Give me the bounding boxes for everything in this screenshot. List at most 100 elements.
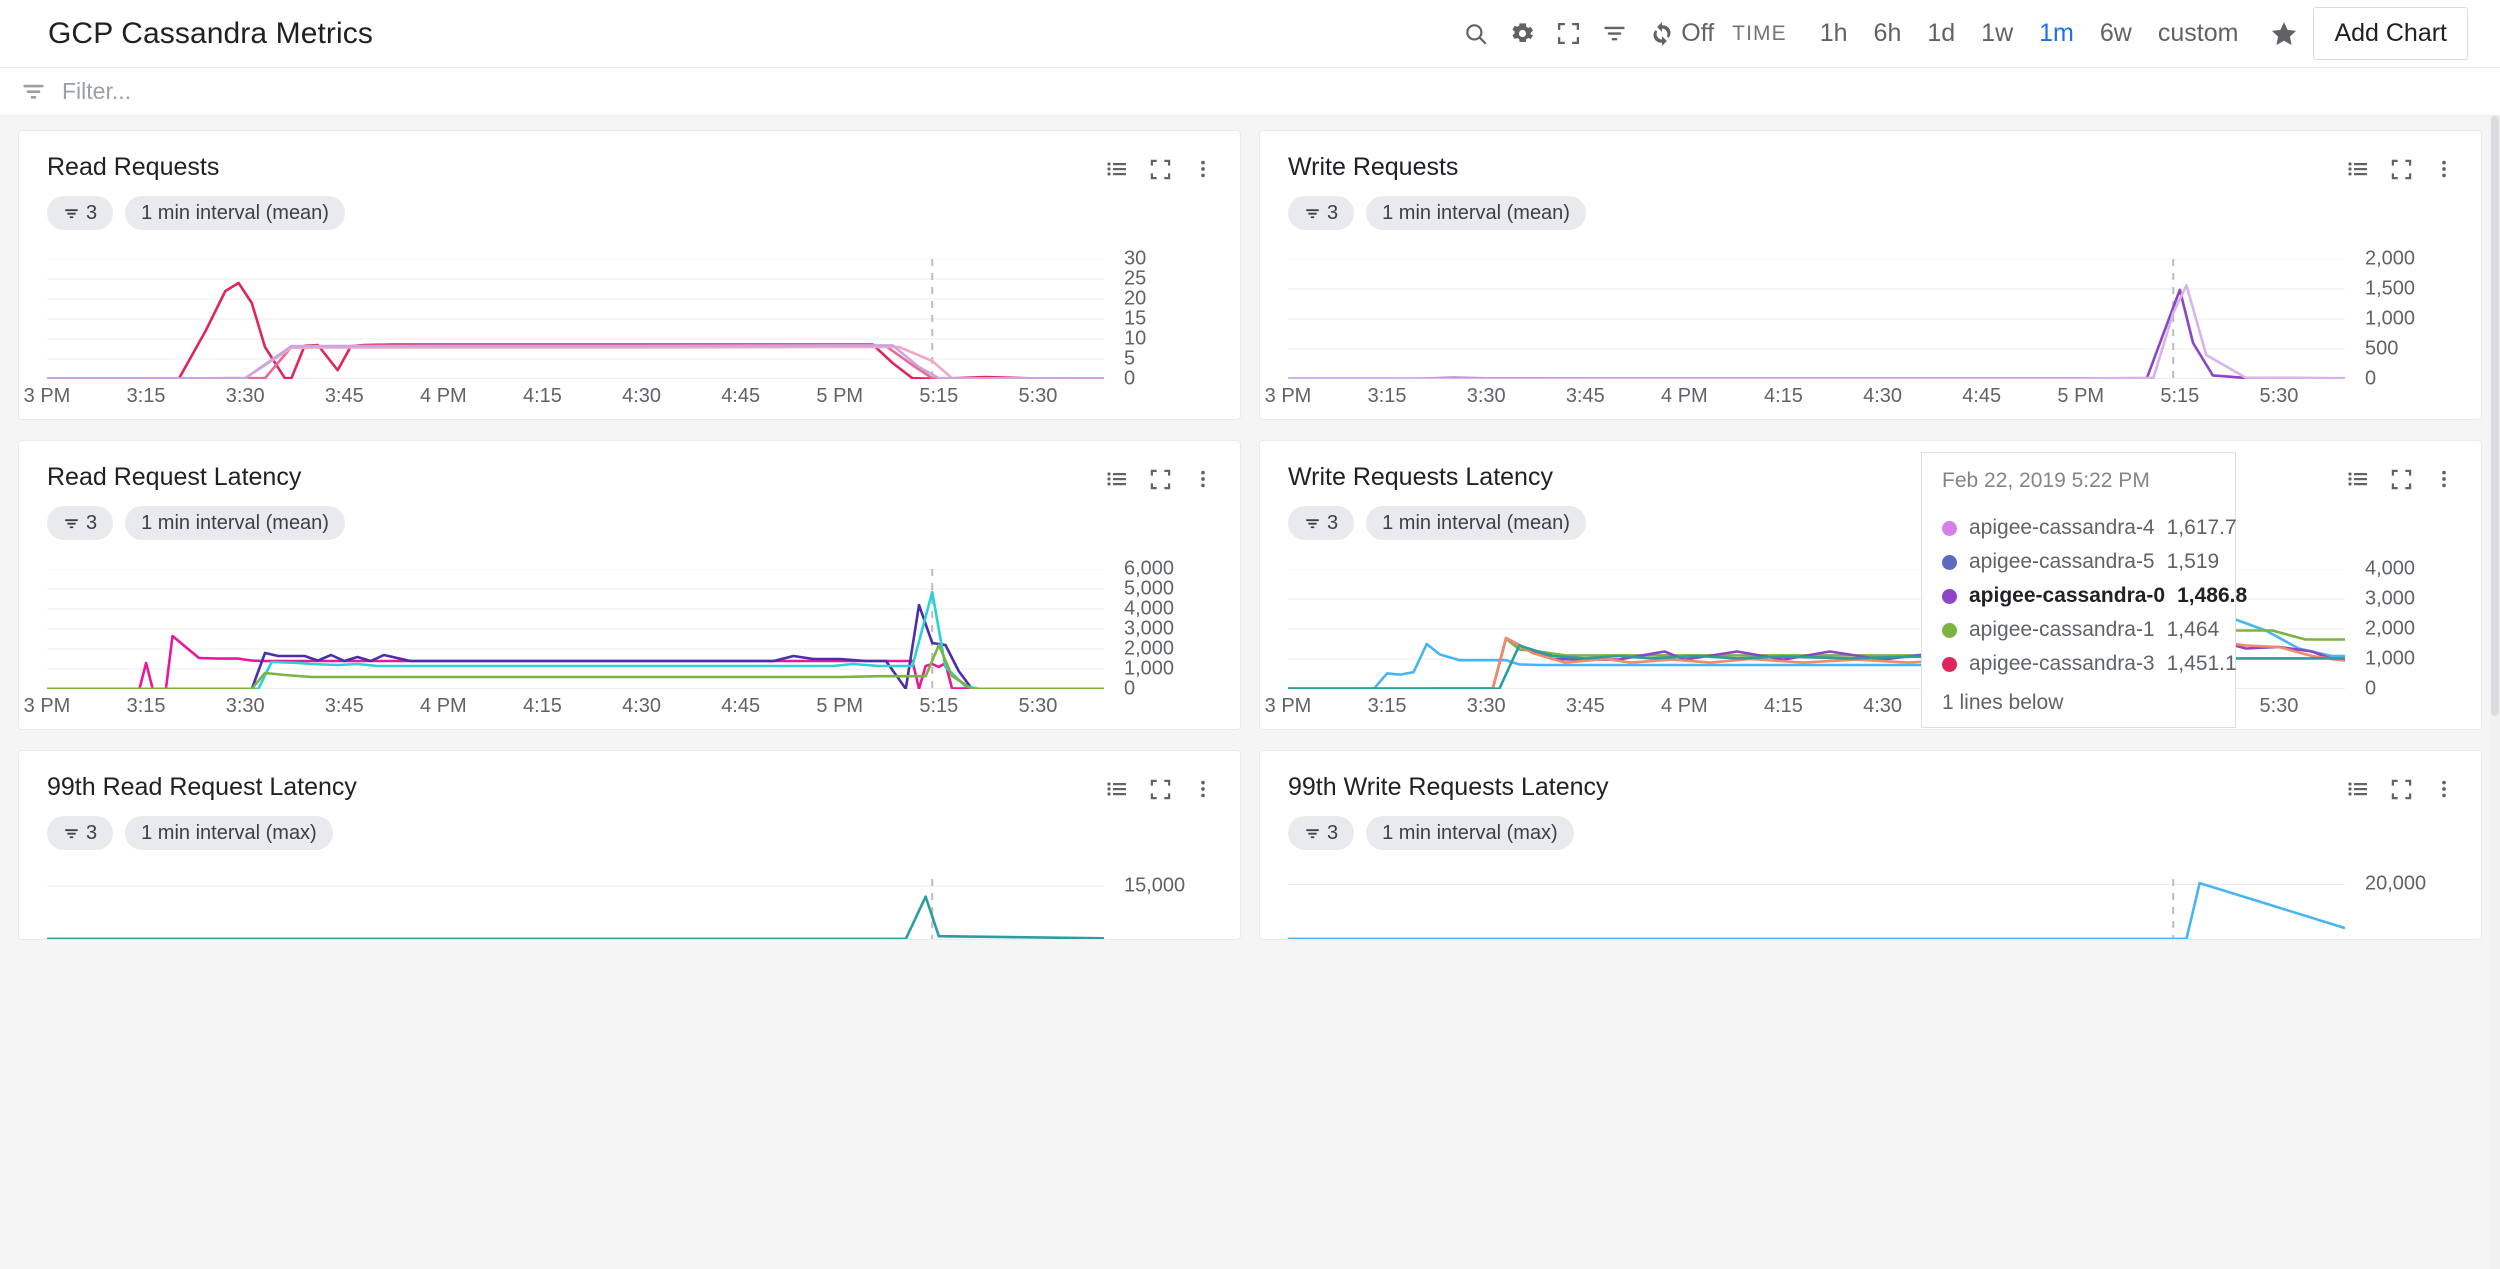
range-1m[interactable]: 1m bbox=[2039, 19, 2074, 47]
auto-refresh-toggle[interactable]: Off bbox=[1649, 19, 1714, 48]
plot-99th-write-requests-latency[interactable]: 20,000 bbox=[1288, 873, 2463, 939]
range-6h[interactable]: 6h bbox=[1873, 19, 1902, 47]
x-axis-tick-label: 4 PM bbox=[1661, 695, 1708, 717]
chip-interval[interactable]: 1 min interval (mean) bbox=[125, 196, 345, 230]
x-axis-tick-label: 4:15 bbox=[523, 385, 562, 407]
tooltip-timestamp: Feb 22, 2019 5:22 PM bbox=[1942, 469, 2150, 492]
chip-filter-count[interactable]: 3 bbox=[47, 196, 114, 230]
range-1d[interactable]: 1d bbox=[1927, 19, 1956, 47]
more-vert-icon[interactable] bbox=[1192, 468, 1214, 490]
x-axis-tick-label: 5:30 bbox=[1018, 695, 1058, 717]
vertical-scrollbar[interactable] bbox=[2490, 116, 2500, 1269]
x-axis-tick-label: 3:15 bbox=[1367, 695, 1407, 717]
tooltip-row: apigee-cassandra-4 1,617.7 bbox=[1922, 511, 2237, 545]
range-6w[interactable]: 6w bbox=[2099, 19, 2132, 47]
expand-icon[interactable] bbox=[2390, 158, 2413, 181]
legend-list-icon[interactable] bbox=[2346, 467, 2370, 491]
series-value: 1,617.7 bbox=[2166, 516, 2237, 539]
app-header: GCP Cassandra Metrics bbox=[0, 0, 2500, 68]
filter-bar bbox=[0, 68, 2500, 116]
chip-interval[interactable]: 1 min interval (max) bbox=[125, 816, 333, 850]
series-name: apigee-cassandra-4 bbox=[1969, 516, 2155, 539]
chip-filter-count[interactable]: 3 bbox=[47, 506, 114, 540]
legend-list-icon[interactable] bbox=[1105, 777, 1129, 801]
gear-icon[interactable] bbox=[1499, 11, 1545, 57]
more-vert-icon[interactable] bbox=[2433, 158, 2455, 180]
card-chips: 3 1 min interval (max) bbox=[19, 802, 1240, 850]
filter-icon bbox=[63, 205, 80, 222]
plot-write-requests-latency[interactable]: 0 1,000 2,000 3,000 4,000 3 PM 3:15 3:30 3:45 4 … bbox=[1265, 558, 2463, 729]
chip-label: 3 bbox=[1327, 821, 1339, 844]
more-vert-icon[interactable] bbox=[2433, 778, 2455, 800]
y-axis-tick-label: 3,000 bbox=[2365, 587, 2416, 610]
chip-filter-count[interactable]: 3 bbox=[47, 816, 114, 850]
legend-list-icon[interactable] bbox=[1105, 467, 1129, 491]
plot-read-request-latency[interactable]: 0 1,000 2,000 3,000 4,000 5,000 6,000 3 PM 3:15… bbox=[24, 558, 1222, 729]
x-axis-labels: 3 PM 3:15 3:30 3:45 4 PM 4:15 4:30 4:45 5 PM 5:15… bbox=[1265, 385, 2345, 413]
legend-list-icon[interactable] bbox=[1105, 157, 1129, 181]
card-chips: 3 1 min interval (mean) bbox=[19, 182, 1240, 230]
tooltip-row: apigee-cassandra-0 1,486.8 bbox=[1922, 579, 2247, 613]
y-axis-tick-label: 3,000 bbox=[1124, 617, 1175, 640]
card-actions bbox=[2346, 153, 2455, 181]
card-actions bbox=[1105, 153, 1214, 181]
plot-read-requests[interactable]: 0 5 10 15 20 25 30 3 PM 3:15 3:30 3:45 4 PM 4:15 4:3… bbox=[24, 248, 1222, 419]
chip-interval[interactable]: 1 min interval (max) bbox=[1366, 816, 1574, 850]
filter-icon[interactable] bbox=[10, 78, 56, 105]
more-vert-icon[interactable] bbox=[1192, 778, 1214, 800]
chip-label: 3 bbox=[86, 511, 98, 534]
legend-list-icon[interactable] bbox=[2346, 777, 2370, 801]
expand-icon[interactable] bbox=[1149, 158, 1172, 181]
chip-interval[interactable]: 1 min interval (mean) bbox=[125, 506, 345, 540]
x-axis-tick-label: 4 PM bbox=[1661, 385, 1708, 407]
chip-interval[interactable]: 1 min interval (mean) bbox=[1366, 506, 1586, 540]
chip-filter-count[interactable]: 3 bbox=[1288, 196, 1355, 230]
y-axis-tick-label: 500 bbox=[2365, 337, 2399, 360]
chart-tooltip: Feb 22, 2019 5:22 PM apigee-cassandra-4 1… bbox=[1921, 452, 2247, 728]
plot-write-requests[interactable]: 0 500 1,000 1,500 2,000 3 PM 3:15 3:30 3:45 4 PM… bbox=[1265, 248, 2463, 419]
filter-input[interactable] bbox=[62, 78, 582, 105]
x-axis-tick-label: 3 PM bbox=[23, 695, 71, 717]
series-color-dot bbox=[1942, 554, 1957, 570]
chip-filter-count[interactable]: 3 bbox=[1288, 506, 1355, 540]
star-icon[interactable] bbox=[2269, 19, 2299, 49]
range-1w[interactable]: 1w bbox=[1981, 19, 2014, 47]
scrollbar-thumb[interactable] bbox=[2491, 116, 2499, 716]
filter-icon[interactable] bbox=[1591, 11, 1637, 57]
series-value: 1,519 bbox=[2166, 550, 2220, 573]
add-chart-button[interactable]: Add Chart bbox=[2313, 7, 2468, 60]
fullscreen-icon[interactable] bbox=[1545, 11, 1591, 57]
search-icon[interactable] bbox=[1453, 11, 1499, 57]
plot-svg bbox=[47, 259, 1104, 379]
plot-99th-read-request-latency[interactable]: 15,000 bbox=[47, 875, 1222, 939]
series-name: apigee-cassandra-1 bbox=[1969, 618, 2155, 641]
expand-icon[interactable] bbox=[2390, 468, 2413, 491]
y-axis-tick-label: 0 bbox=[2365, 677, 2377, 700]
x-axis-tick-label: 3:30 bbox=[1466, 385, 1506, 407]
y-axis-labels: 0 1,000 2,000 3,000 4,000 5,000 6,000 bbox=[1110, 558, 1222, 700]
chip-interval[interactable]: 1 min interval (mean) bbox=[1366, 196, 1586, 230]
more-vert-icon[interactable] bbox=[1192, 158, 1214, 180]
card-header: 99th Read Request Latency bbox=[19, 751, 1240, 802]
chip-filter-count[interactable]: 3 bbox=[1288, 816, 1355, 850]
expand-icon[interactable] bbox=[2390, 778, 2413, 801]
page-title: GCP Cassandra Metrics bbox=[48, 16, 373, 50]
tooltip-row: apigee-cassandra-5 1,519 bbox=[1922, 545, 2235, 579]
series-color-dot bbox=[1942, 656, 1957, 672]
x-axis-tick-label: 5:30 bbox=[2259, 385, 2299, 407]
range-1h[interactable]: 1h bbox=[1819, 19, 1848, 47]
expand-icon[interactable] bbox=[1149, 778, 1172, 801]
expand-icon[interactable] bbox=[1149, 468, 1172, 491]
y-axis-tick-label: 20 bbox=[1124, 287, 1147, 310]
card-actions bbox=[1105, 463, 1214, 491]
plot-svg bbox=[1288, 259, 2345, 379]
plot-svg bbox=[1288, 879, 2345, 939]
x-axis-tick-label: 5:30 bbox=[2259, 695, 2299, 717]
range-custom[interactable]: custom bbox=[2157, 19, 2239, 47]
more-vert-icon[interactable] bbox=[2433, 468, 2455, 490]
legend-list-icon[interactable] bbox=[2346, 157, 2370, 181]
y-axis-tick-label: 1,000 bbox=[1124, 657, 1175, 680]
filter-icon bbox=[63, 515, 80, 532]
